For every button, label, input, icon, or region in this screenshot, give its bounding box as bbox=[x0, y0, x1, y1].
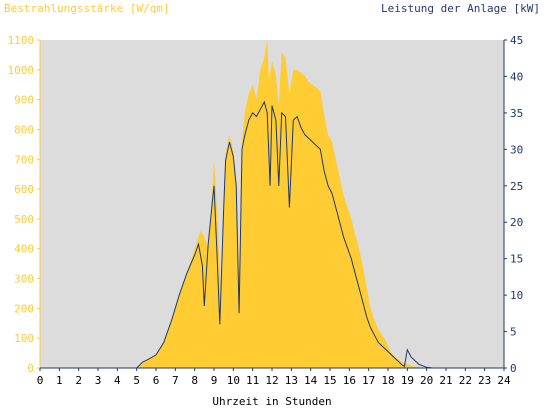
right-tick-label: 45 bbox=[510, 34, 523, 47]
x-tick-label: 17 bbox=[362, 374, 375, 387]
x-tick-label: 11 bbox=[246, 374, 259, 387]
left-tick-label: 400 bbox=[14, 243, 34, 256]
left-tick-label: 0 bbox=[27, 362, 34, 375]
x-tick-label: 24 bbox=[497, 374, 511, 387]
right-tick-label: 40 bbox=[510, 70, 523, 83]
left-tick-label: 500 bbox=[14, 213, 34, 226]
right-tick-label: 25 bbox=[510, 180, 523, 193]
x-tick-label: 7 bbox=[172, 374, 179, 387]
right-tick-label: 5 bbox=[510, 326, 517, 339]
x-tick-label: 5 bbox=[133, 374, 140, 387]
x-tick-label: 19 bbox=[401, 374, 414, 387]
x-axis-title: Uhrzeit in Stunden bbox=[212, 395, 331, 408]
left-tick-label: 300 bbox=[14, 273, 34, 286]
left-axis-title: Bestrahlungsstärke [W/qm] bbox=[4, 2, 170, 15]
x-tick-label: 10 bbox=[227, 374, 240, 387]
right-tick-label: 15 bbox=[510, 253, 523, 266]
right-axis-title: Leistung der Anlage [kW] bbox=[381, 2, 540, 15]
x-tick-label: 14 bbox=[304, 374, 318, 387]
right-tick-label: 0 bbox=[510, 362, 517, 375]
x-tick-label: 3 bbox=[95, 374, 102, 387]
x-tick-label: 15 bbox=[323, 374, 336, 387]
x-tick-label: 20 bbox=[420, 374, 433, 387]
x-tick-label: 22 bbox=[459, 374, 472, 387]
x-tick-label: 8 bbox=[191, 374, 198, 387]
right-tick-label: 35 bbox=[510, 107, 523, 120]
left-tick-label: 1000 bbox=[8, 64, 35, 77]
left-tick-label: 600 bbox=[14, 183, 34, 196]
left-tick-label: 200 bbox=[14, 302, 34, 315]
left-tick-label: 100 bbox=[14, 332, 34, 345]
x-tick-label: 16 bbox=[343, 374, 356, 387]
x-tick-label: 4 bbox=[114, 374, 121, 387]
left-tick-label: 1100 bbox=[8, 34, 35, 47]
x-tick-label: 23 bbox=[478, 374, 491, 387]
right-tick-label: 10 bbox=[510, 289, 523, 302]
left-tick-label: 700 bbox=[14, 153, 34, 166]
x-tick-label: 18 bbox=[381, 374, 394, 387]
x-tick-label: 21 bbox=[439, 374, 452, 387]
x-tick-label: 1 bbox=[56, 374, 63, 387]
x-tick-label: 0 bbox=[37, 374, 44, 387]
x-tick-label: 12 bbox=[265, 374, 278, 387]
x-tick-label: 13 bbox=[285, 374, 298, 387]
power-line bbox=[40, 100, 504, 369]
x-tick-label: 2 bbox=[75, 374, 82, 387]
right-tick-label: 20 bbox=[510, 216, 523, 229]
right-tick-label: 30 bbox=[510, 143, 523, 156]
left-tick-label: 900 bbox=[14, 94, 34, 107]
x-tick-label: 6 bbox=[153, 374, 160, 387]
x-tick-label: 9 bbox=[211, 374, 218, 387]
irradiance-area bbox=[40, 40, 504, 368]
left-tick-label: 800 bbox=[14, 123, 34, 136]
